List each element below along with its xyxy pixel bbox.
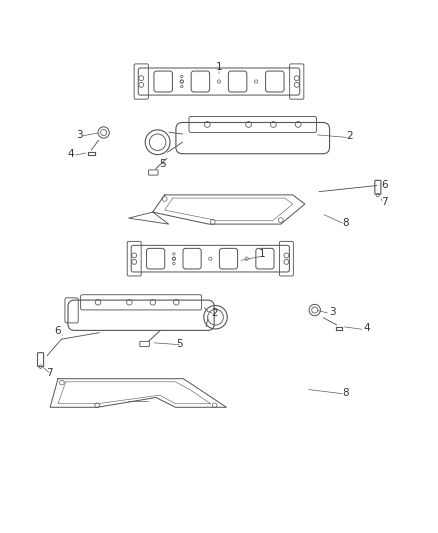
Text: 8: 8 <box>342 387 349 398</box>
Text: 5: 5 <box>159 159 166 169</box>
Text: 8: 8 <box>342 218 349 228</box>
Text: 6: 6 <box>55 326 61 336</box>
Text: 7: 7 <box>381 197 388 207</box>
Text: 3: 3 <box>329 307 336 317</box>
Text: 4: 4 <box>68 149 74 159</box>
Text: 2: 2 <box>346 131 353 141</box>
Text: 6: 6 <box>381 180 388 190</box>
Text: 1: 1 <box>215 62 223 72</box>
Text: 3: 3 <box>76 130 83 140</box>
Text: 4: 4 <box>364 324 370 333</box>
Text: 2: 2 <box>212 308 218 318</box>
Text: 7: 7 <box>46 368 53 378</box>
Text: 1: 1 <box>259 249 266 260</box>
Text: 5: 5 <box>177 338 183 349</box>
